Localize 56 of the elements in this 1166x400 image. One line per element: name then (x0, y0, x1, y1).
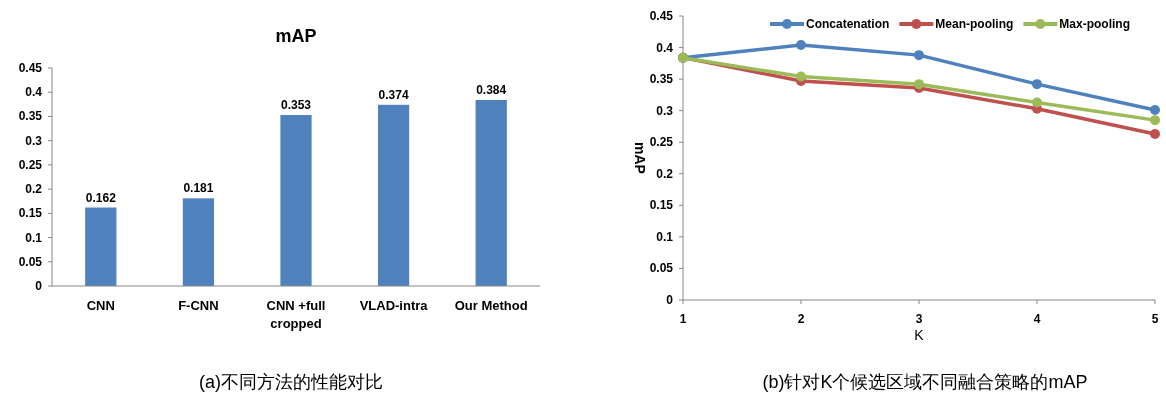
legend-label: Concatenation (806, 17, 890, 31)
y-tick-label: 0.35 (649, 72, 674, 87)
y-tick-label: 0.05 (649, 261, 674, 276)
point (796, 40, 806, 51)
x-tick-label: VLAD-intra (359, 298, 429, 313)
y-tick-label: 0.3 (25, 133, 43, 148)
x-tick-label: 1 (679, 312, 687, 326)
y-tick-label: 0.05 (18, 254, 43, 269)
x-tick-label: CNN (86, 298, 115, 313)
x-tick-label: CNN +full cropped (266, 298, 326, 331)
point (796, 71, 806, 82)
bar (377, 104, 410, 286)
x-tick-label: F-CNN (178, 298, 219, 313)
y-tick-label: 0.4 (25, 85, 43, 100)
bar (280, 114, 312, 286)
x-tick-label: 4 (1033, 312, 1041, 326)
y-tick-label: 0.35 (18, 109, 43, 124)
point (1150, 129, 1160, 140)
point (914, 50, 924, 61)
bar (85, 207, 117, 286)
bar (475, 99, 507, 286)
x-tick-label: 5 (1151, 312, 1159, 326)
bar (182, 198, 215, 286)
point (1150, 115, 1160, 126)
x-axis-title: K (914, 327, 925, 343)
chart-title: mAP (275, 26, 317, 46)
y-tick-label: 0.15 (18, 206, 43, 221)
y-tick-label: 0.15 (649, 198, 674, 213)
legend-label: Mean-pooling (935, 17, 1014, 31)
y-tick-label: 0 (35, 279, 43, 293)
data-label: 0.374 (378, 87, 409, 102)
data-label: 0.181 (183, 181, 214, 196)
text: (a)不同方法的性能对比 (199, 372, 383, 392)
point (1150, 105, 1160, 116)
y-axis-title: mAP (632, 142, 648, 174)
y-tick-label: 0.1 (25, 230, 43, 245)
point (1032, 97, 1042, 108)
x-tick-label: 2 (797, 312, 805, 326)
data-label: 0.384 (476, 82, 507, 97)
text: (b)针对K个候选区域不同融合策略的mAP (762, 372, 1088, 392)
y-tick-label: 0.45 (649, 9, 674, 23)
y-tick-label: 0.25 (649, 135, 674, 150)
y-tick-label: 0.3 (656, 103, 674, 118)
y-tick-label: 0 (666, 293, 674, 307)
y-tick-label: 0.1 (656, 229, 674, 244)
y-tick-label: 0.25 (18, 157, 43, 172)
x-tick-label: 3 (915, 312, 923, 326)
legend-label: Max-pooling (1059, 17, 1131, 31)
y-tick-label: 0.4 (656, 40, 674, 55)
x-tick-label: Our Method (454, 298, 528, 313)
data-label: 0.353 (280, 97, 312, 112)
point (1032, 79, 1042, 90)
y-tick-label: 0.2 (656, 166, 674, 181)
y-tick-label: 0.2 (25, 182, 43, 197)
y-tick-label: 0.45 (18, 61, 43, 75)
data-label: 0.162 (85, 190, 117, 205)
